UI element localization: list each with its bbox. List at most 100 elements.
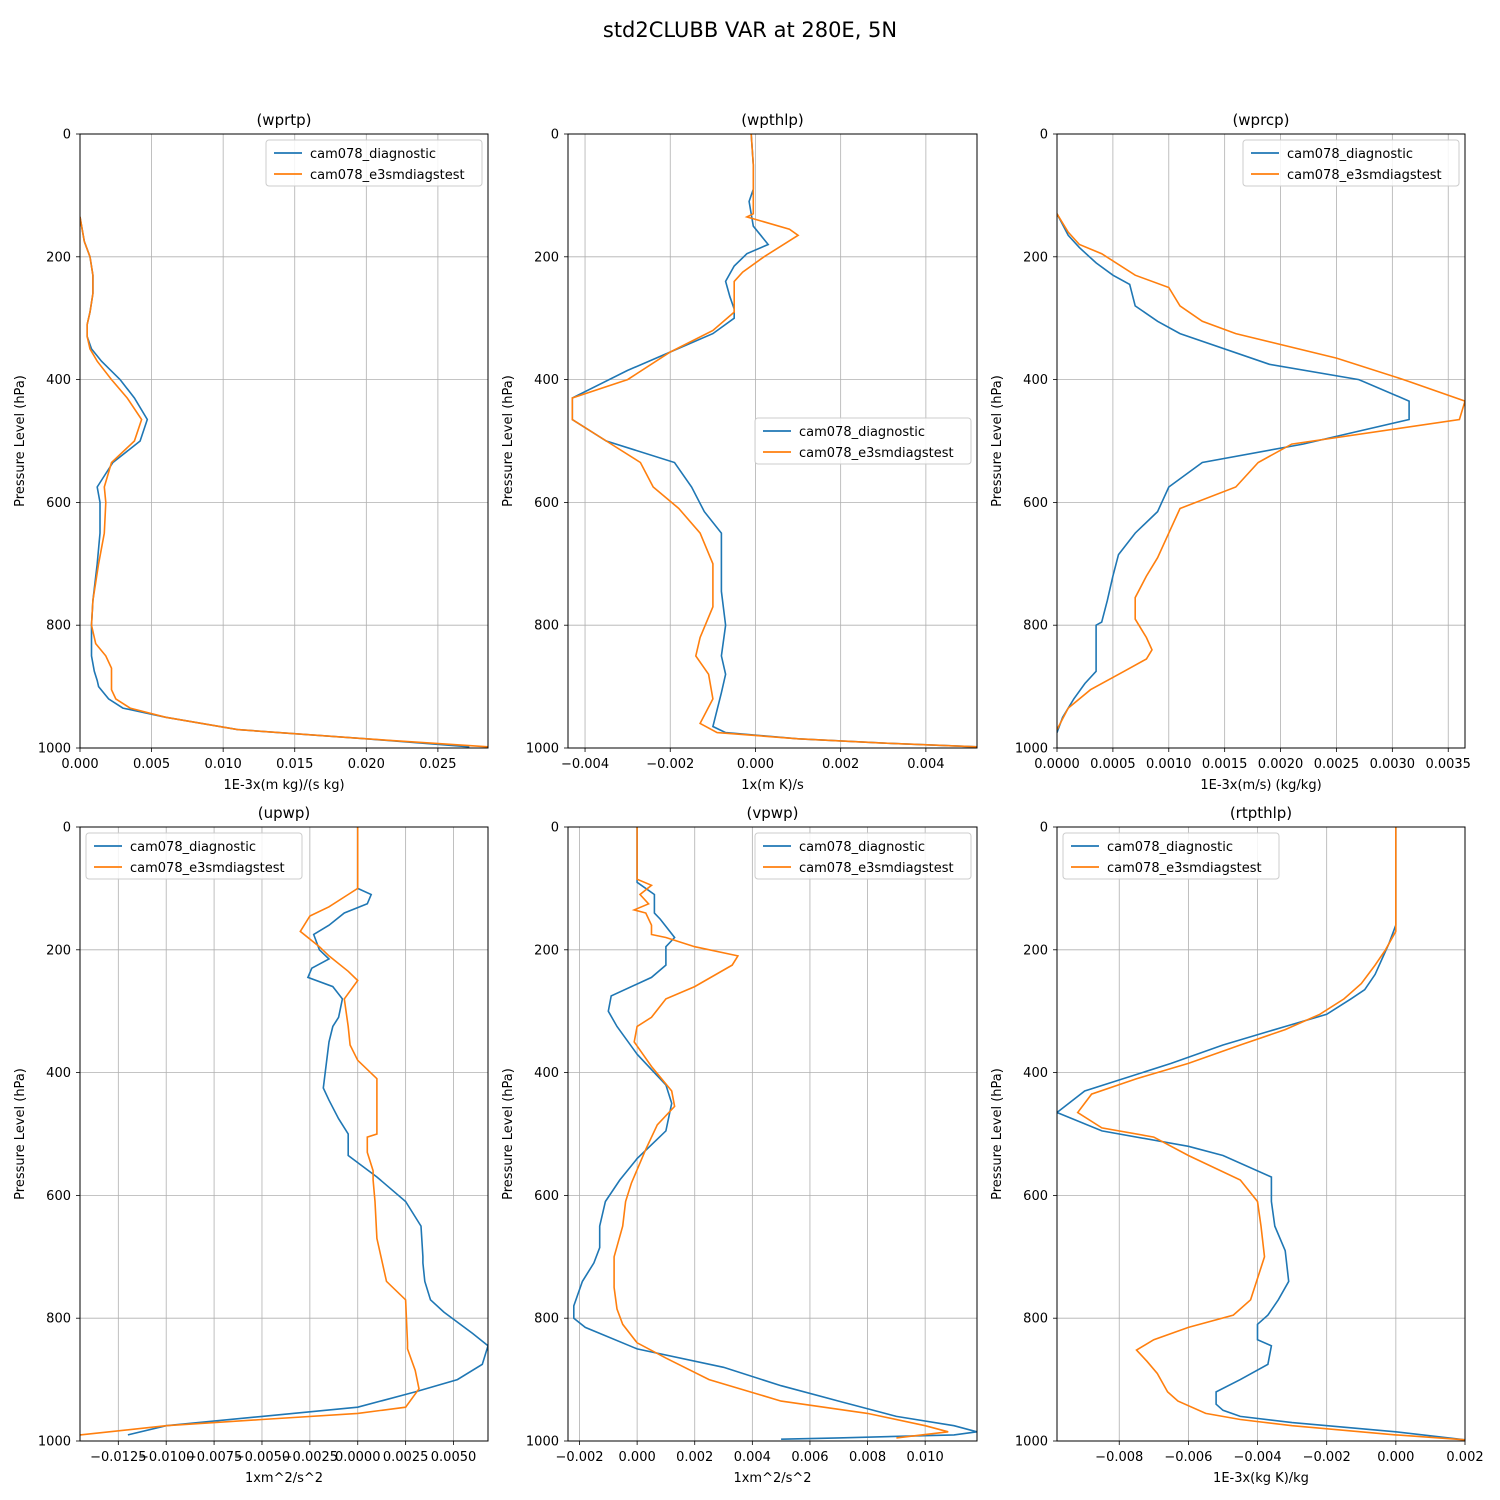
y-tick-label: 400 [46, 373, 71, 388]
y-tick-label: 1000 [526, 1435, 559, 1450]
subplot-title: (vpwp) [747, 804, 799, 822]
x-tick-label: 0.000 [619, 1450, 656, 1465]
y-axis-label: Pressure Level (hPa) [501, 375, 516, 507]
legend-box [1242, 139, 1460, 187]
y-axis-label: Pressure Level (hPa) [990, 1068, 1005, 1200]
y-axis-label: Pressure Level (hPa) [13, 1068, 28, 1200]
legend-label: cam078_e3smdiagstest [1107, 861, 1262, 876]
y-tick-label: 1000 [1015, 742, 1048, 757]
y-tick-label: 800 [1023, 1312, 1048, 1327]
axes-frame [79, 826, 489, 1442]
legend-label: cam078_diagnostic [799, 425, 925, 440]
legend-box [265, 139, 483, 187]
x-tick-label: −0.002 [555, 1450, 603, 1465]
y-tick-label: 200 [46, 250, 71, 265]
legend-box [85, 832, 303, 880]
y-tick-label: 200 [534, 943, 559, 958]
x-tick-label: −0.0025 [282, 1450, 338, 1465]
y-tick-label: 600 [46, 496, 71, 511]
series-line-cam078_e3smdiagstest [80, 827, 420, 1436]
x-tick-label: 0.0000 [1034, 757, 1080, 772]
legend: cam078_diagnostic cam078_e3smdiagstest [265, 139, 483, 187]
legend-label: cam078_diagnostic [1107, 840, 1233, 855]
subplot-title: (wprcp) [1232, 111, 1289, 129]
subplot-title: (rtpthlp) [1230, 804, 1292, 822]
x-tick-label: 0.0020 [1258, 757, 1304, 772]
y-tick-label: 0 [63, 128, 71, 143]
x-tick-label: −0.0100 [138, 1450, 194, 1465]
series-line-cam078_diagnostic [572, 827, 977, 1440]
y-tick-label: 200 [1023, 943, 1048, 958]
x-tick-label: 0.020 [348, 757, 385, 772]
y-tick-label: 400 [534, 1066, 559, 1081]
x-tick-label: −0.004 [1233, 1450, 1281, 1465]
figure-title: std2CLUBB VAR at 280E, 5N [603, 18, 897, 42]
axes-frame [1056, 133, 1466, 749]
x-tick-label: 0.015 [276, 757, 313, 772]
subplot-wprtp: 0.000 0.005 0.010 0.015 0.020 0.025 0 200 400 600… [13, 111, 489, 793]
x-tick-label: 0.000 [61, 757, 98, 772]
y-tick-label: 0 [551, 821, 559, 836]
y-tick-label: 1000 [526, 742, 559, 757]
legend: cam078_diagnostic cam078_e3smdiagstest [754, 832, 972, 880]
y-tick-label: 400 [1023, 373, 1048, 388]
x-tick-label: 0.002 [822, 757, 859, 772]
x-tick-label: 0.0050 [431, 1450, 477, 1465]
x-axis-label: 1x(m K)/s [741, 778, 804, 793]
y-tick-label: 200 [46, 943, 71, 958]
legend-label: cam078_diagnostic [799, 840, 925, 855]
x-tick-label: 0.0010 [1146, 757, 1192, 772]
x-tick-label: 0.0025 [383, 1450, 429, 1465]
axes-frame [567, 133, 978, 749]
x-tick-label: 0.0015 [1202, 757, 1248, 772]
x-tick-label: 0.008 [849, 1450, 886, 1465]
legend-label: cam078_e3smdiagstest [799, 446, 954, 461]
x-tick-label: −0.0050 [234, 1450, 290, 1465]
subplot-title: (upwp) [258, 804, 311, 822]
y-tick-label: 600 [534, 496, 559, 511]
x-axis-label: 1E-3x(kg K)/kg [1213, 1471, 1309, 1486]
legend-box [754, 417, 972, 465]
series-line-cam078_e3smdiagstest [613, 827, 949, 1439]
x-axis-label: 1xm^2/s^2 [245, 1471, 323, 1486]
x-tick-label: 0.004 [907, 757, 944, 772]
legend-label: cam078_e3smdiagstest [799, 861, 954, 876]
x-tick-label: 0.000 [1377, 1450, 1414, 1465]
x-tick-label: 0.010 [907, 1450, 944, 1465]
y-tick-label: 800 [46, 1312, 71, 1327]
x-tick-label: −0.002 [646, 757, 694, 772]
series-line-cam078_e3smdiagstest [1057, 213, 1465, 730]
y-tick-label: 400 [46, 1066, 71, 1081]
subplot-title: (wpthlp) [741, 111, 804, 129]
subplot-vpwp: −0.002 0.000 0.002 0.004 0.006 0.008 0.010 0 200… [501, 804, 978, 1486]
axes-frame [567, 826, 978, 1442]
y-tick-label: 0 [1040, 821, 1048, 836]
x-tick-label: 0.0005 [1090, 757, 1136, 772]
series-line-cam078_diagnostic [127, 827, 488, 1436]
x-tick-label: 0.0035 [1425, 757, 1471, 772]
y-tick-label: 800 [534, 619, 559, 634]
x-tick-label: 0.002 [676, 1450, 713, 1465]
x-tick-label: −0.0075 [186, 1450, 242, 1465]
subplot-wprcp: 0.0000 0.0005 0.0010 0.0015 0.0020 0.0025 0.00… [990, 111, 1471, 793]
x-tick-label: 0.0025 [1314, 757, 1360, 772]
y-tick-label: 1000 [38, 742, 71, 757]
legend: cam078_diagnostic cam078_e3smdiagstest [754, 417, 972, 465]
y-axis-label: Pressure Level (hPa) [13, 375, 28, 507]
x-tick-label: 0.0000 [335, 1450, 381, 1465]
legend-box [1062, 832, 1280, 880]
y-tick-label: 600 [1023, 1189, 1048, 1204]
series-line-cam078_diagnostic [1057, 213, 1410, 733]
y-tick-label: 0 [63, 821, 71, 836]
y-tick-label: 200 [1023, 250, 1048, 265]
legend-label: cam078_diagnostic [130, 840, 256, 855]
y-tick-label: 1000 [38, 1435, 71, 1450]
y-tick-label: 600 [1023, 496, 1048, 511]
legend: cam078_diagnostic cam078_e3smdiagstest [1242, 139, 1460, 187]
x-tick-label: 0.025 [419, 757, 456, 772]
subplot-rtpthlp: −0.008 −0.006 −0.004 −0.002 0.000 0.002 0 200 40… [990, 804, 1484, 1486]
legend-box [754, 832, 972, 880]
y-tick-label: 800 [534, 1312, 559, 1327]
x-tick-label: 0.004 [734, 1450, 771, 1465]
